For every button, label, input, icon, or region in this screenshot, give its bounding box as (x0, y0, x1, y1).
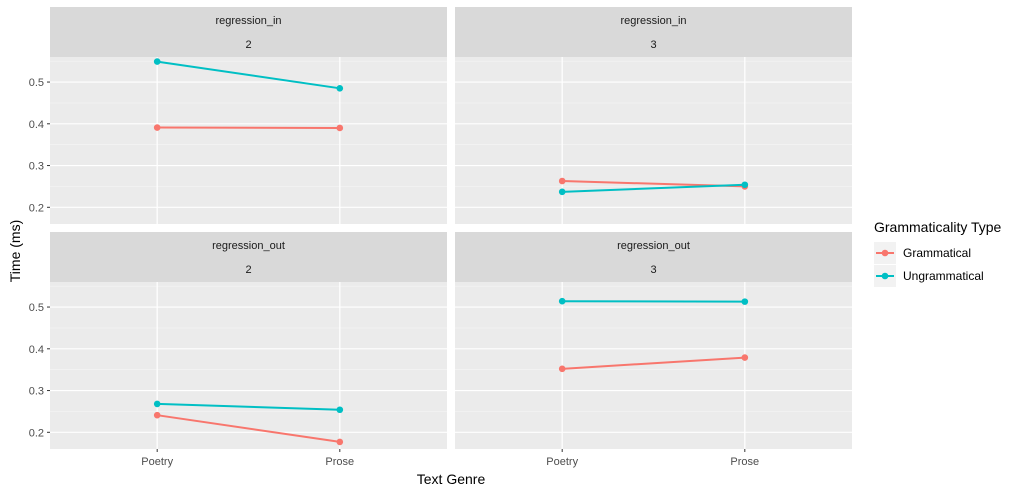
data-point-ungrammatical (558, 188, 566, 196)
chart-axes: 0.2 0.3 0.4 0.5 0.2 0.3 0.4 0.5 Poetry Prose Poetr… (29, 77, 759, 468)
strip-label-row: regression_in (215, 15, 281, 27)
y-tick-label: 0.5 (29, 77, 44, 89)
data-point-ungrammatical (153, 58, 161, 65)
plot-background (455, 282, 852, 449)
strip-background (455, 232, 852, 282)
data-point-grammatical (153, 124, 161, 131)
plot-background (455, 57, 852, 224)
series-line-ungrammatical (562, 183, 745, 193)
strip-background (50, 7, 447, 57)
y-tick-label: 0.4 (29, 119, 44, 131)
panel-regression_in-3: regression_in 3 (455, 7, 852, 224)
plot-background (50, 57, 447, 224)
legend-label: Ungrammatical (903, 269, 984, 283)
data-point-ungrammatical (558, 297, 566, 305)
legend-item-ungrammatical: Ungrammatical (874, 265, 984, 287)
panel-regression_out-2: regression_out 2 (50, 232, 447, 449)
legend-key-point (881, 272, 889, 280)
series-line-grammatical (562, 356, 745, 370)
plot-background (50, 282, 447, 449)
data-point-grammatical (153, 411, 161, 419)
legend-title: Grammaticality Type (874, 219, 1002, 235)
x-tick-label: Prose (730, 456, 759, 468)
x-tick-label: Poetry (546, 456, 578, 468)
panel-regression_out-3: regression_out 3 (455, 232, 852, 449)
chart-panels: regression_in2regression_in3regression_o… (50, 7, 852, 449)
y-tick-label: 0.4 (29, 344, 44, 356)
data-point-ungrammatical (741, 181, 749, 189)
legend-label: Grammatical (903, 246, 971, 260)
panel-regression_in-2: regression_in 2 (50, 7, 447, 224)
data-point-grammatical (558, 177, 566, 185)
strip-label-row: regression_in (620, 15, 686, 27)
data-point-grammatical (336, 124, 344, 132)
y-tick-label: 0.3 (29, 161, 44, 173)
y-tick-label: 0.2 (29, 427, 44, 439)
data-point-ungrammatical (741, 298, 749, 305)
strip-label-col: 2 (245, 39, 251, 51)
strip-background (455, 7, 852, 57)
data-point-ungrammatical (153, 400, 161, 408)
x-tick-label: Prose (325, 456, 354, 468)
y-tick-label: 0.3 (29, 386, 44, 398)
series-line-grammatical (157, 414, 340, 443)
strip-label-row: regression_out (212, 240, 285, 252)
strip-label-col: 3 (650, 39, 656, 51)
series-line-ungrammatical (157, 60, 340, 90)
legend-key-point (881, 249, 889, 257)
legend: Grammaticality Type Grammatical Ungrammat… (874, 219, 1002, 287)
data-point-grammatical (558, 365, 566, 373)
y-tick-label: 0.2 (29, 202, 44, 214)
strip-label-col: 3 (650, 264, 656, 276)
legend-item-grammatical: Grammatical (874, 242, 971, 264)
data-point-ungrammatical (336, 406, 344, 414)
legend-items: Grammatical Ungrammatical (874, 242, 984, 287)
data-point-grammatical (336, 438, 344, 446)
y-axis-title: Time (ms) (7, 220, 23, 282)
strip-background (50, 232, 447, 282)
data-point-ungrammatical (336, 85, 344, 92)
y-tick-label: 0.5 (29, 302, 44, 314)
strip-label-row: regression_out (617, 240, 690, 252)
data-point-grammatical (741, 354, 749, 361)
strip-label-col: 2 (245, 264, 251, 276)
x-axis-title: Text Genre (417, 471, 486, 487)
series-line-ungrammatical (157, 402, 340, 411)
x-tick-label: Poetry (141, 456, 173, 468)
